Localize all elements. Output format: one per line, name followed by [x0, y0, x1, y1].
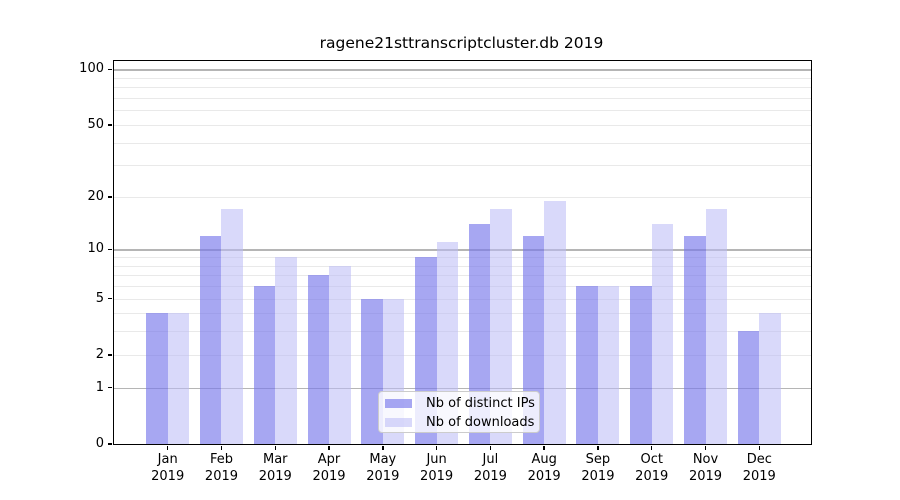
gridline-30 — [114, 165, 811, 167]
gridline-9 — [114, 257, 811, 259]
gridline-40 — [114, 142, 811, 144]
bar-distinct-ips-jan — [146, 313, 168, 444]
y-tick-mark-1 — [108, 386, 112, 389]
x-tick-mark-feb — [220, 445, 223, 450]
x-tick-label-dec: Dec 2019 — [742, 452, 776, 484]
legend-swatch-distinct-ips — [385, 399, 412, 408]
x-tick-label-nov: Nov 2019 — [688, 452, 723, 484]
y-tick-label-50: 50 — [87, 116, 104, 132]
bar-downloads-oct — [651, 224, 674, 444]
bar-distinct-ips-feb — [199, 235, 222, 444]
y-tick-mark-10 — [108, 248, 112, 251]
x-tick-label-jan: Jan 2019 — [151, 452, 185, 484]
gridline-4 — [114, 313, 811, 315]
y-tick-mark-5 — [108, 297, 112, 300]
y-tick-label-2: 2 — [95, 346, 104, 362]
gridline-90 — [114, 77, 811, 79]
x-tick-mark-mar — [274, 445, 276, 450]
gridline-8 — [114, 265, 811, 267]
gridline-100 — [114, 69, 811, 71]
gridline-5 — [114, 298, 811, 300]
x-tick-mark-apr — [328, 445, 330, 450]
x-tick-label-sep: Sep 2019 — [581, 452, 615, 484]
chart-title: ragene21sttranscriptcluster.db 2019 — [319, 34, 604, 52]
bar-downloads-jul — [490, 209, 512, 444]
bar-distinct-ips-may — [361, 298, 383, 444]
gridline-1 — [114, 387, 811, 390]
legend-swatch-downloads — [385, 418, 412, 427]
bar-downloads-apr — [329, 265, 351, 444]
plot-area: 100 50 20 10 5 2 1 0 Jan 2019 Feb 2019 Mar 2019 Ap… — [79, 60, 812, 484]
bar-distinct-ips-jul — [468, 224, 491, 444]
gridline-80 — [114, 87, 811, 89]
x-tick-label-apr: Apr 2019 — [312, 452, 346, 484]
bar-downloads-feb — [221, 209, 243, 444]
y-tick-label-5: 5 — [95, 290, 104, 306]
bar-downloads-dec — [759, 313, 781, 444]
gridline-20 — [114, 196, 811, 198]
x-tick-label-feb: Feb 2019 — [204, 452, 239, 484]
legend-row-downloads: Nb of downloads — [379, 413, 539, 432]
bar-downloads-aug — [544, 200, 566, 444]
x-tick-mark-jun — [435, 445, 438, 450]
y-tick-label-20: 20 — [87, 188, 104, 204]
bar-distinct-ips-apr — [307, 275, 330, 444]
bar-distinct-ips-dec — [737, 331, 760, 444]
x-tick-mark-jul — [489, 445, 492, 450]
bar-downloads-jan — [167, 313, 190, 444]
x-tick-mark-dec — [758, 445, 761, 450]
x-tick-label-may: May 2019 — [366, 452, 400, 484]
x-tick-label-jul: Jul 2019 — [473, 452, 507, 484]
x-tick-label-oct: Oct 2019 — [635, 452, 669, 484]
bar-downloads-sep — [597, 286, 620, 444]
bar-distinct-ips-oct — [630, 286, 652, 444]
gridline-6 — [114, 286, 811, 288]
x-tick-label-aug: Aug 2019 — [527, 452, 561, 484]
x-tick-mark-nov — [704, 445, 707, 450]
y-tick-mark-20 — [108, 196, 112, 198]
y-tick-label-0: 0 — [95, 436, 104, 451]
y-tick-mark-50 — [108, 124, 112, 126]
y-tick-label-1: 1 — [95, 379, 104, 395]
gridline-70 — [114, 97, 811, 99]
bar-distinct-ips-nov — [684, 235, 706, 444]
y-tick-mark-100 — [108, 68, 112, 71]
legend-label-distinct-ips: Nb of distinct IPs — [426, 396, 535, 411]
y-tick-label-10: 10 — [87, 241, 104, 257]
gridline-50 — [114, 124, 811, 126]
gridline-3 — [114, 331, 811, 333]
x-tick-mark-may — [382, 445, 384, 450]
legend-row-distinct-ips: Nb of distinct IPs — [379, 394, 539, 413]
x-tick-mark-sep — [597, 445, 599, 450]
gridline-10 — [114, 249, 811, 251]
x-tick-label-jun: Jun 2019 — [420, 452, 454, 484]
bar-distinct-ips-sep — [576, 286, 598, 444]
gridline-7 — [114, 275, 811, 277]
y-tick-mark-0 — [108, 443, 112, 445]
bar-downloads-mar — [275, 257, 297, 444]
bar-distinct-ips-mar — [253, 286, 276, 444]
legend-label-downloads: Nb of downloads — [426, 415, 535, 430]
x-tick-mark-jan — [166, 445, 169, 450]
x-tick-mark-oct — [650, 445, 653, 450]
y-tick-label-100: 100 — [79, 61, 104, 77]
legend: Nb of distinct IPs Nb of downloads — [378, 391, 540, 433]
gridline-60 — [114, 110, 811, 112]
bar-downloads-nov — [705, 209, 727, 444]
x-tick-mark-aug — [543, 445, 545, 450]
y-tick-mark-2 — [108, 354, 112, 356]
x-tick-label-mar: Mar 2019 — [258, 452, 292, 484]
gridline-2 — [114, 354, 811, 356]
